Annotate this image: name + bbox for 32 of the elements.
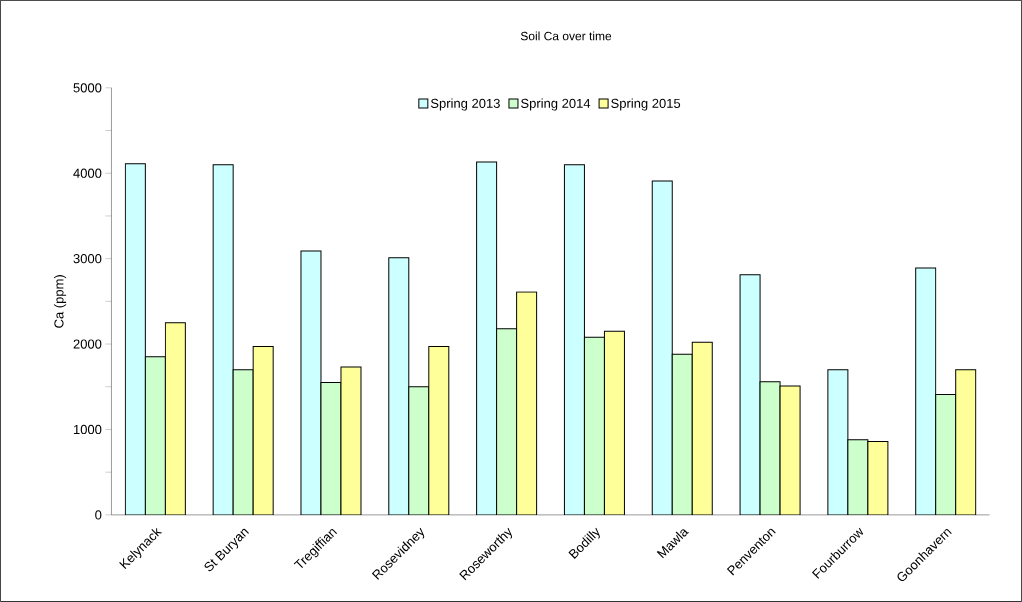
y-tick-label: 0 (95, 510, 102, 520)
bar (691, 341, 713, 515)
bar (252, 346, 274, 515)
bar (408, 386, 430, 515)
bar (476, 161, 498, 515)
y-tick-label: 1000 (73, 424, 102, 435)
bar (955, 369, 977, 515)
bar (388, 257, 410, 515)
bar (428, 346, 450, 515)
bar (583, 336, 605, 515)
bar (603, 330, 625, 515)
legend-label: Spring 2015 (611, 98, 681, 111)
bar (164, 322, 186, 515)
bar (144, 356, 166, 515)
bar (651, 180, 673, 515)
bar (516, 291, 538, 515)
bar (212, 164, 234, 515)
legend-label: Spring 2013 (430, 98, 500, 111)
bar (935, 393, 957, 515)
bar (915, 267, 937, 515)
y-tick-label: 2000 (73, 339, 102, 349)
bar (124, 163, 146, 515)
y-tick-label: 3000 (73, 254, 102, 264)
chart-title: Soil Ca over time (520, 31, 612, 41)
y-tick-label: 5000 (73, 83, 102, 93)
bar (563, 164, 585, 515)
legend-label: Spring 2014 (521, 98, 591, 111)
bar (496, 328, 518, 515)
bar (232, 369, 254, 515)
bar (671, 353, 693, 515)
y-axis-title: Ca (ppm) (53, 275, 67, 328)
y-tick-label: 4000 (73, 168, 102, 178)
